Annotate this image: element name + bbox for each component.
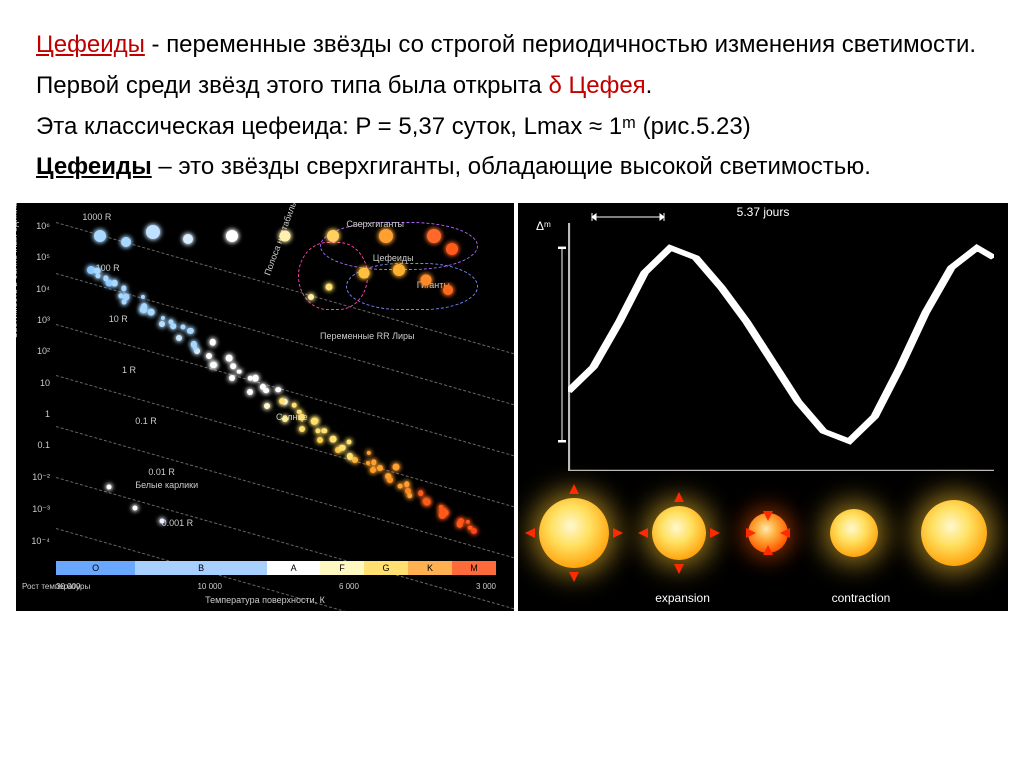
pulsation-star	[921, 500, 987, 566]
hr-y-ticks: 10⁶10⁵10⁴10³10²1010.110⁻²10⁻³10⁻⁴	[22, 221, 50, 547]
hr-x-axis-label: Температура поверхности, К	[205, 595, 325, 605]
para-4: Цефеиды – это звёзды сверхгиганты, облад…	[36, 150, 988, 185]
figures-row: Светимость в солнечных единицах 10⁶10⁵10…	[8, 203, 1016, 611]
pulsation-star	[830, 509, 878, 557]
lc-delta-label: Δᵐ	[536, 219, 551, 233]
para-1: Цефеиды - переменные звёзды со строгой п…	[36, 28, 988, 63]
hr-y-axis-label: Светимость в солнечных единицах	[16, 203, 19, 339]
para-3: Эта классическая цефеида: P = 5,37 суток…	[36, 110, 988, 145]
para-1-rest: - переменные звёзды со строгой периодичн…	[145, 31, 976, 58]
hr-spectral-bar: OBAFGKM	[56, 561, 496, 575]
lc-period-label: 5.37 jours	[737, 205, 790, 219]
pulsation-star	[539, 498, 609, 568]
hr-temp-ticks: 30 00010 0006 0003 000	[56, 582, 496, 591]
para-2: Первой среди звёзд этого типа была откры…	[36, 69, 988, 104]
para-4b: – это звёзды сверхгиганты, обладающие вы…	[152, 153, 871, 180]
text-block: Цефеиды - переменные звёзды со строгой п…	[0, 0, 1024, 203]
term-cepheids: Цефеиды	[36, 31, 145, 58]
para-2c: .	[646, 72, 653, 99]
para-2a: Первой среди звёзд этого типа была откры…	[36, 72, 548, 99]
hr-diagram: Светимость в солнечных единицах 10⁶10⁵10…	[16, 203, 514, 611]
hr-plot-area: 1000 R100 R10 R1 R0.1 R0.01 R0.001 RСвер…	[56, 215, 496, 555]
term-delta-cephei: δ Цефея	[548, 72, 645, 99]
term-cepheids-bold: Цефеиды	[36, 153, 152, 180]
hr-x-left-label: Рост температуры	[22, 582, 90, 591]
lc-plot-area	[568, 223, 994, 471]
light-curve-figure: Δᵐ 5.37 jours expansi	[518, 203, 1008, 611]
lc-expansion-label: expansion	[655, 591, 710, 605]
pulsation-star	[652, 506, 706, 560]
pulsation-row	[518, 479, 1008, 587]
lc-contraction-label: contraction	[832, 591, 891, 605]
